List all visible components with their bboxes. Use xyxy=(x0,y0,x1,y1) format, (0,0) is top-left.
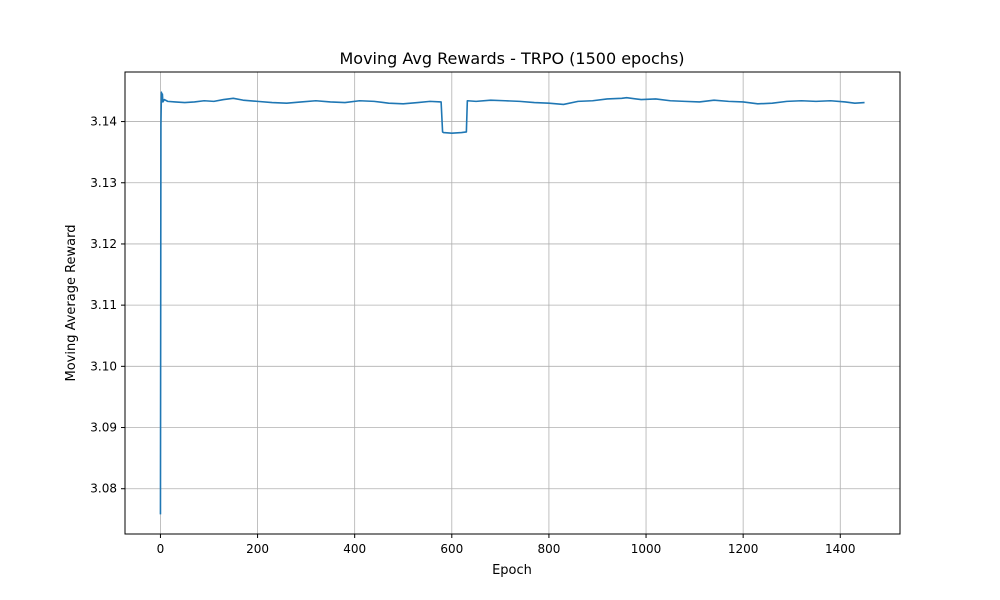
x-tick-label: 1200 xyxy=(728,542,759,556)
x-tick-label: 400 xyxy=(343,542,366,556)
grid xyxy=(125,72,900,534)
plot-frame xyxy=(124,71,901,535)
x-tick-label: 600 xyxy=(440,542,463,556)
y-tick-label: 3.09 xyxy=(90,421,117,435)
y-tick-label: 3.10 xyxy=(90,359,117,373)
x-tick-label: 200 xyxy=(246,542,269,556)
y-tick-label: 3.13 xyxy=(90,176,117,190)
x-tick-label: 1400 xyxy=(825,542,856,556)
x-axis: 0 200 400 600 800 1000 1200 1400 xyxy=(157,534,856,556)
series-line xyxy=(159,91,865,515)
x-tick-label: 800 xyxy=(537,542,560,556)
y-axis-label: Moving Average Reward xyxy=(64,224,79,381)
x-tick-label: 0 xyxy=(157,542,165,556)
x-tick-label: 1000 xyxy=(631,542,662,556)
y-tick-label: 3.11 xyxy=(90,298,117,312)
series-layer xyxy=(159,91,865,515)
chart-title: Moving Avg Rewards - TRPO (1500 epochs) xyxy=(339,49,684,68)
y-axis: 3.08 3.09 3.10 3.11 3.12 3.13 3.14 xyxy=(90,115,125,496)
y-tick-label: 3.12 xyxy=(90,237,117,251)
y-tick-label: 3.14 xyxy=(90,115,117,129)
x-axis-label: Epoch xyxy=(492,563,532,578)
y-tick-label: 3.08 xyxy=(90,482,117,496)
